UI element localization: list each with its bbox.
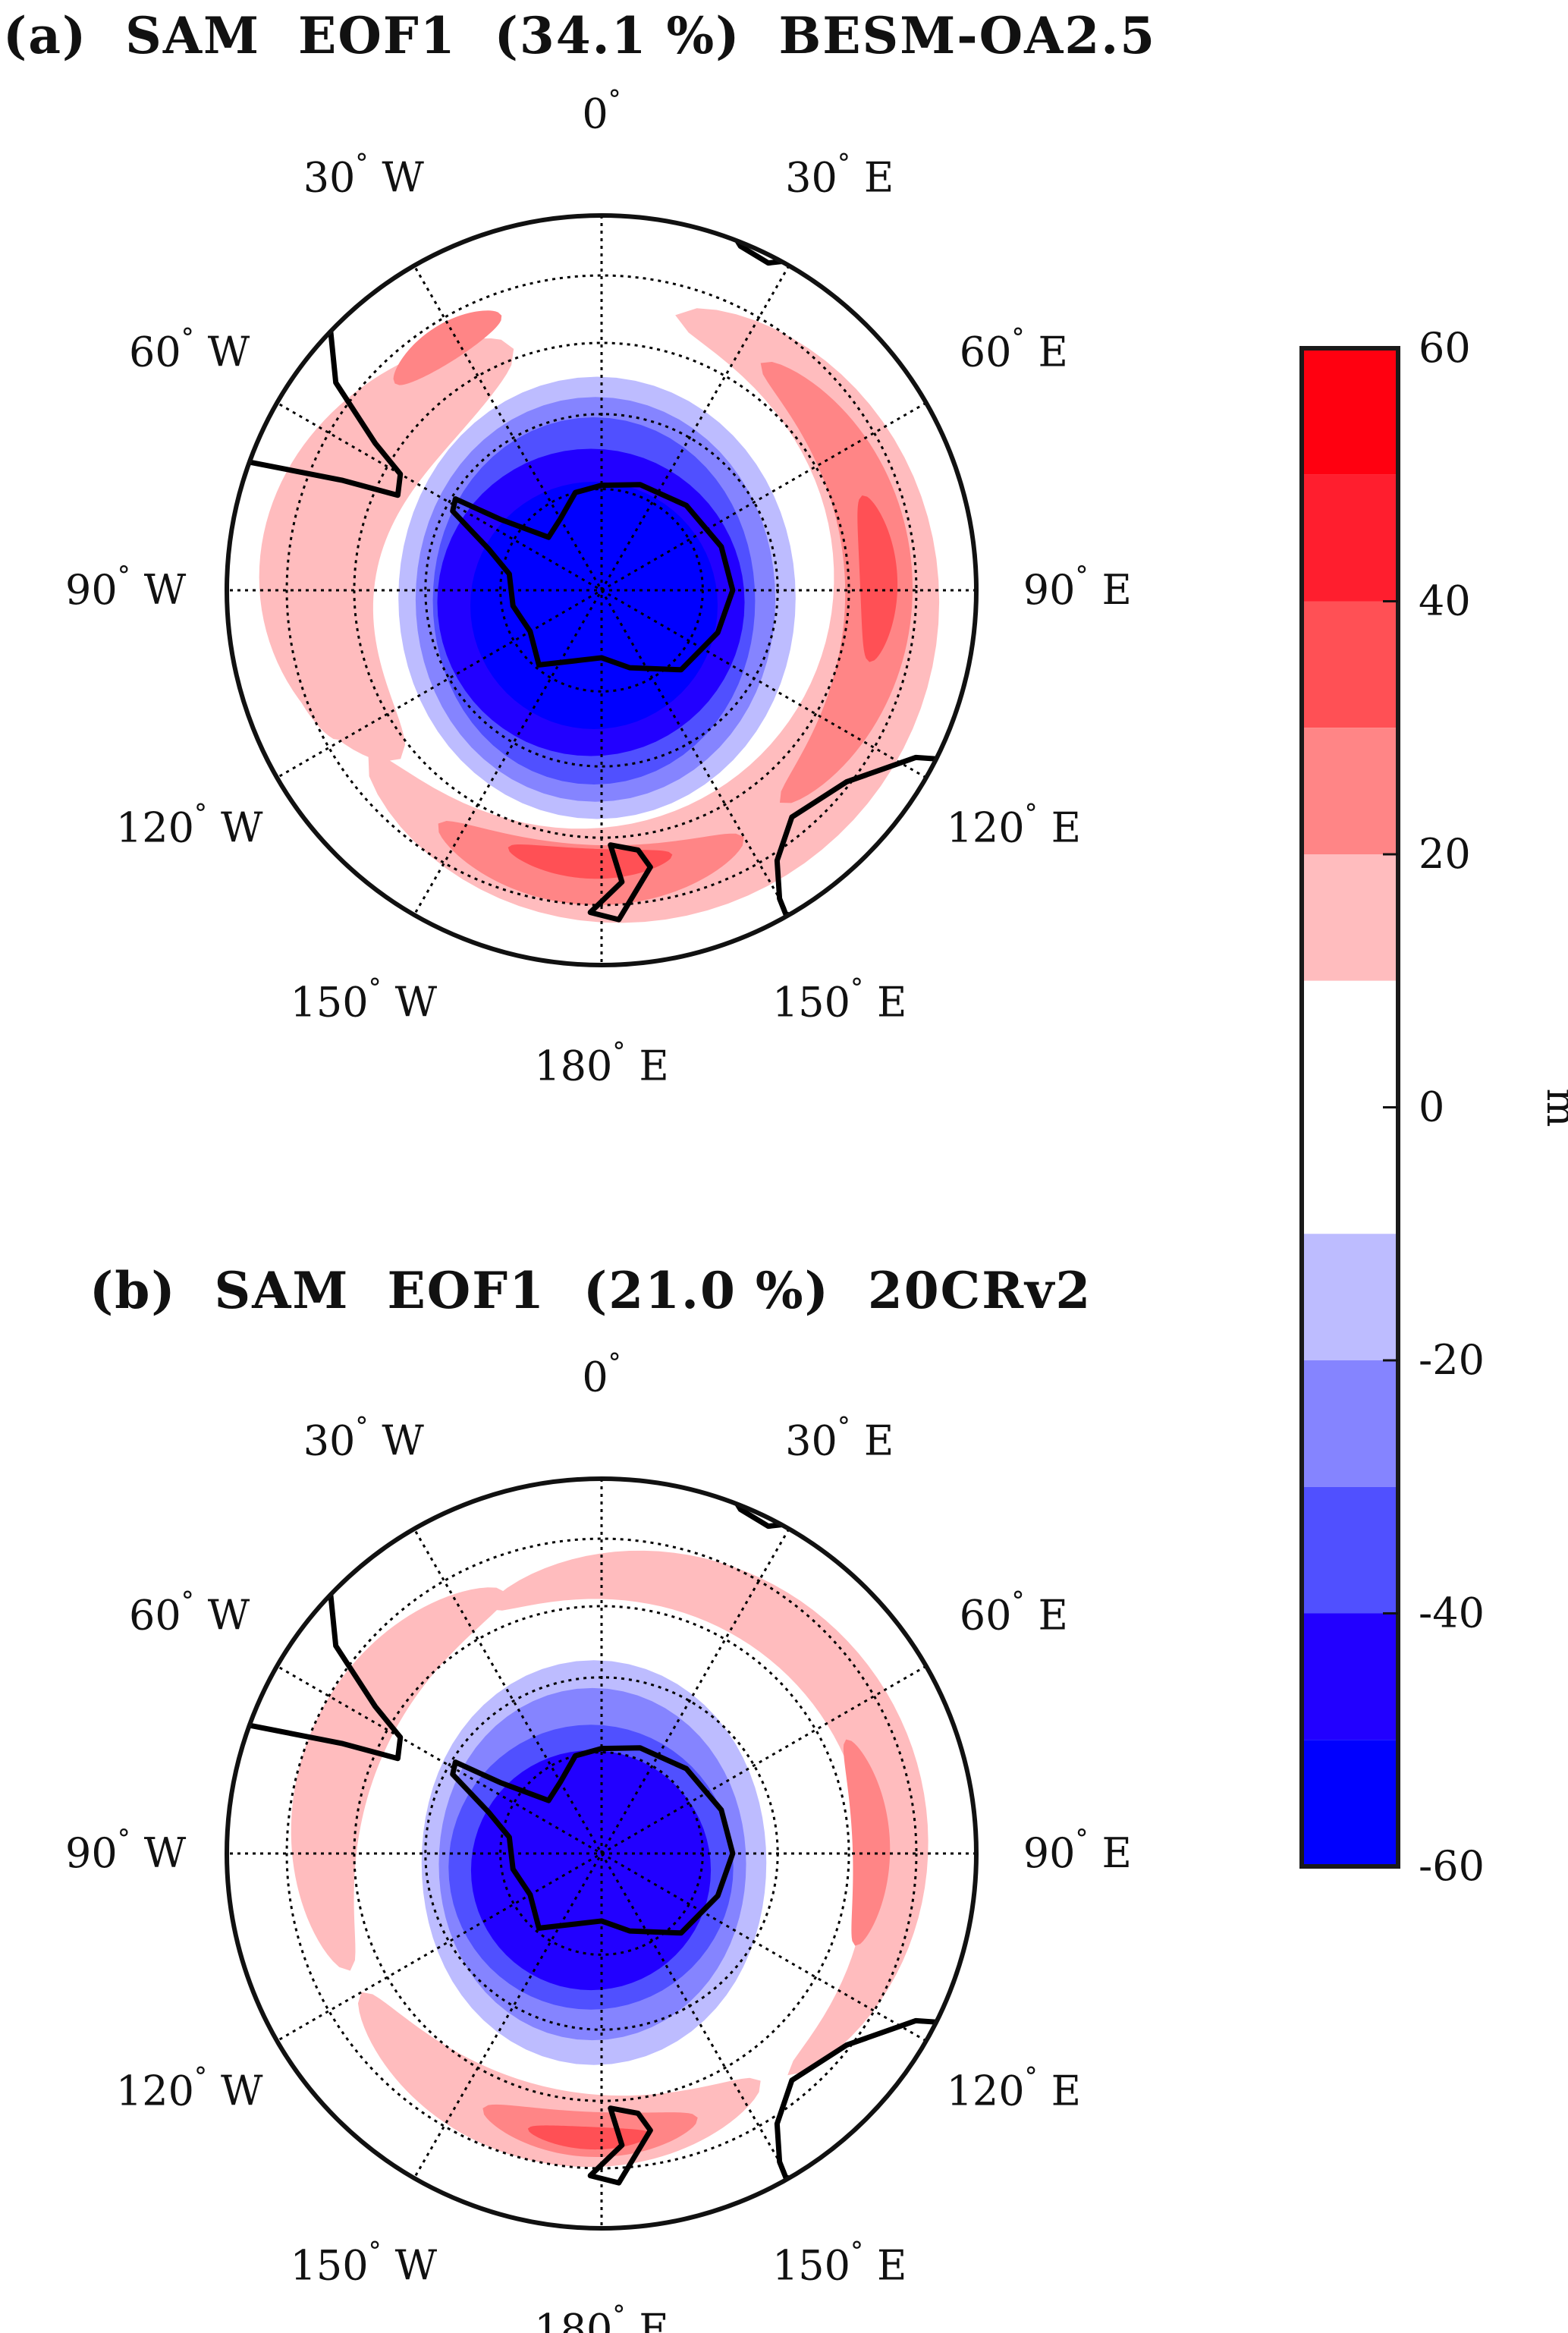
contour-positive	[291, 1587, 507, 1971]
longitude-label: 60° E	[960, 322, 1068, 376]
australia-coastline	[774, 754, 976, 965]
longitude-label: 60° W	[129, 1586, 250, 1639]
colorbar-tick-label: 0	[1419, 1083, 1444, 1131]
colorbar-level	[1302, 348, 1398, 475]
longitude-label: 180° E	[534, 1036, 669, 1089]
colorbar-level	[1302, 1486, 1398, 1614]
contour-positive	[507, 844, 673, 879]
longitude-label: 30° E	[785, 1412, 894, 1465]
contour-positive	[843, 1739, 891, 1946]
colorbar-tick-label: 60	[1419, 324, 1471, 372]
colorbar-level	[1302, 601, 1398, 728]
australia-coastline	[774, 2017, 976, 2228]
colorbar-level	[1302, 1234, 1398, 1360]
panel-a-title: (a) SAM EOF1 (34.1 %) BESM-OA2.5	[3, 6, 1157, 65]
contour-positive	[393, 310, 502, 385]
contour-positive	[857, 495, 898, 662]
antarctica-coastline	[450, 482, 736, 673]
new-zealand-coastline	[587, 2105, 653, 2186]
map-frame	[225, 1476, 979, 2231]
longitude-label: 30° E	[785, 149, 894, 202]
longitude-label: 90° E	[1023, 1824, 1132, 1877]
new-zealand-coastline	[587, 842, 653, 923]
longitude-label: 90° W	[65, 561, 187, 614]
longitude-label: 60° W	[129, 322, 250, 376]
colorbar: 60 40 20 0 -20 -40 -60 m	[1299, 324, 1568, 1890]
longitude-label: 30° W	[303, 1412, 425, 1465]
colorbar-tick-label: 20	[1419, 830, 1471, 878]
longitude-label: 150° W	[291, 2236, 438, 2289]
contour-positive	[487, 1550, 929, 2076]
colorbar-level	[1302, 1613, 1398, 1740]
colorbar-level	[1302, 1360, 1398, 1487]
colorbar-tick-label: -20	[1419, 1336, 1485, 1384]
colorbar-level	[1302, 728, 1398, 854]
colorbar-tick-label: -40	[1419, 1589, 1485, 1637]
longitude-label: 0°	[582, 85, 621, 138]
panel-b-title: (b) SAM EOF1 (21.0 %) 20CRv2	[90, 1261, 1092, 1320]
longitude-label: 120° W	[116, 2062, 263, 2115]
longitude-label: 120° E	[947, 799, 1082, 852]
longitude-label: 90° W	[65, 1824, 187, 1877]
meridian-gridline	[413, 1528, 790, 2179]
longitude-label: 150° E	[772, 973, 907, 1026]
antarctica-coastline	[450, 1745, 736, 1936]
longitude-label: 150° E	[772, 2236, 907, 2289]
longitude-label: 0°	[582, 1348, 621, 1401]
longitude-label: 120° W	[116, 799, 263, 852]
polar-map-panel-a: 0° 30° E 60° E 90° E 120° E 150° E 180° E 150° W 120° W 9…	[65, 85, 1132, 1090]
longitude-label: 150° W	[291, 973, 438, 1026]
polar-map-panel-b: 0° 30° E 60° E 90° E 120° E 150° E 180° E 150° W 120° W 9…	[65, 1348, 1132, 2333]
colorbar-tick-label: 40	[1419, 577, 1471, 625]
contour-positive	[760, 361, 913, 803]
latitude-gridline	[285, 274, 918, 907]
colorbar-level	[1302, 854, 1398, 981]
meridian-gridline	[413, 265, 790, 916]
longitude-label: 30° W	[303, 149, 425, 202]
colorbar-level	[1302, 980, 1398, 1234]
map-frame	[225, 213, 979, 967]
contour-negative	[470, 481, 718, 730]
colorbar-unit-label: m	[1538, 1088, 1568, 1127]
latitude-gridline	[285, 1537, 918, 2170]
colorbar-level	[1302, 1740, 1398, 1866]
longitude-label: 60° E	[960, 1586, 1068, 1639]
longitude-label: 90° E	[1023, 561, 1132, 614]
longitude-label: 120° E	[947, 2062, 1082, 2115]
colorbar-level	[1302, 474, 1398, 602]
colorbar-tick-label: -60	[1419, 1842, 1485, 1890]
longitude-label: 180° E	[534, 2300, 669, 2333]
